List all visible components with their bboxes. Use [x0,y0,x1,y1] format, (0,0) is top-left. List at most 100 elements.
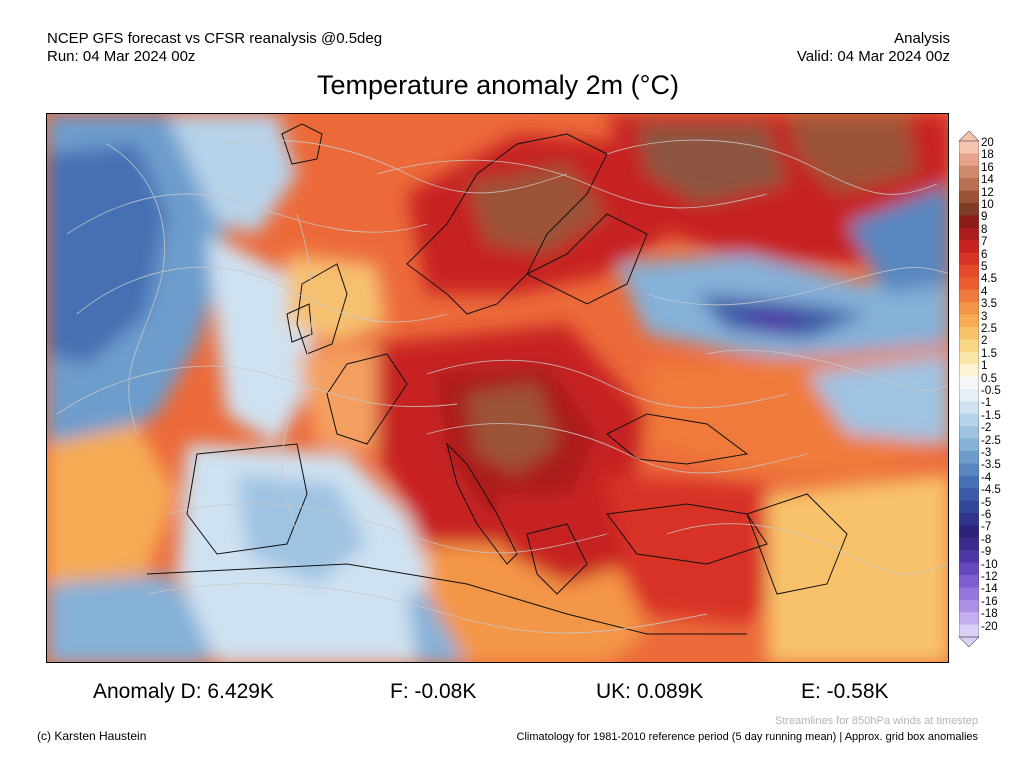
colorbar-tick-label: 9 [981,211,988,224]
colorbar-tick-label: 1.5 [981,347,997,360]
colorbar-tick-label: 3 [981,310,988,323]
colorbar-segment [959,389,979,402]
colorbar-segment [959,190,979,204]
colorbar-segment [959,426,979,440]
colorbar-tick-label: -0.5 [981,385,1001,397]
colorbar-tick-label: -10 [981,558,998,571]
colorbar-tick-label: -8 [981,533,992,546]
colorbar-segment [959,252,979,266]
colorbar-tick-label: 3.5 [981,298,997,311]
colorbar-tick-label: -1 [981,397,992,410]
colorbar-segment [959,351,979,365]
colorbar-segment [959,314,979,328]
anomaly-map [46,113,949,663]
colorbar-segment [959,624,979,638]
analysis-label: Analysis [894,30,950,47]
streamline-note: Streamlines for 850hPa winds at timestep [775,715,978,727]
colorbar-tick-label: 1 [981,360,988,373]
colorbar-tick-label: -2 [981,422,992,435]
colorbar [958,130,980,648]
colorbar-tick-label: 2.5 [981,323,997,335]
colorbar-tick-label: -14 [981,583,998,596]
colorbar-tick-label: 16 [981,161,994,174]
anomaly-uk: UK: 0.089K [596,680,704,703]
colorbar-segment [959,141,979,154]
colorbar-segment [959,587,979,601]
anomaly-france: F: -0.08K [390,680,477,703]
colorbar-tick-label: 7 [981,236,988,249]
anomaly-shading [47,114,948,662]
anomaly-e: E: -0.58K [801,680,889,703]
colorbar-segment [959,265,979,278]
colorbar-tick-label: -16 [981,595,998,608]
colorbar-segment [959,550,979,564]
header-right: Analysis Valid: 04 Mar 2024 00z [797,30,950,66]
colorbar-segment [959,302,979,316]
header-left: NCEP GFS forecast vs CFSR reanalysis @0.… [47,30,382,66]
colorbar-segment [959,327,979,340]
colorbar-segment [959,165,979,179]
colorbar-segment [959,500,979,514]
colorbar-segment [959,612,979,626]
colorbar-segment [959,376,979,390]
colorbar-tick-label: -2.5 [981,434,1001,447]
colorbar-segment [959,562,979,576]
colorbar-segment [959,463,979,477]
colorbar-segment [959,277,979,291]
colorbar-segment [959,339,979,353]
colorbar-segment [959,240,979,254]
colorbar-tick-label: 20 [981,137,994,149]
run-time: Run: 04 Mar 2024 00z [47,48,196,65]
colorbar-segment [959,227,979,241]
colorbar-tick-label: -3 [981,447,992,459]
colorbar-segment [959,438,979,452]
colorbar-tick-label: -4.5 [981,484,1001,497]
colorbar-tick-label: -7 [981,521,992,534]
colorbar-segment [959,599,979,613]
colorbar-segment [959,203,979,216]
streamlines-850hpa [56,139,948,634]
model-description: NCEP GFS forecast vs CFSR reanalysis @0.… [47,30,383,47]
colorbar-segment [959,413,979,427]
colorbar-tick-label: 12 [981,186,994,199]
colorbar-tick-label: -12 [981,571,998,583]
colorbar-segment [959,525,979,539]
colorbar-segment [959,513,979,526]
colorbar-segment [959,401,979,415]
colorbar-tick-label: 18 [981,149,994,162]
colorbar-tick-label: -18 [981,608,998,621]
map-title: Temperature anomaly 2m (°C) [317,70,679,100]
colorbar-tick-label: 4 [981,285,988,298]
colorbar-tick-label: 10 [981,199,994,211]
colorbar-tick-label: 0.5 [981,372,997,385]
colorbar-tick-label: 4.5 [981,273,997,286]
colorbar-tick-label: 14 [981,174,994,187]
colorbar-tick-label: -20 [981,620,998,633]
colorbar-tick-label: -5 [981,496,992,509]
colorbar-tick-label: -3.5 [981,459,1001,472]
colorbar-segment [959,488,979,502]
colorbar-tick-label: -9 [981,546,992,559]
colorbar-tick-label: -4 [981,471,992,484]
colorbar-segment [959,451,979,464]
colorbar-segment [959,178,979,192]
colorbar-tick-label: 5 [981,261,988,273]
colorbar-segment [959,215,979,229]
colorbar-segment [959,289,979,303]
colorbar-tick-label: 8 [981,223,988,236]
colorbar-segment [959,537,979,551]
colorbar-segment [959,475,979,489]
colorbar-top-arrow [958,130,980,142]
colorbar-tick-label: -1.5 [981,409,1001,422]
credit: (c) Karsten Haustein [37,729,147,743]
colorbar-tick-label: 6 [981,248,988,261]
anomaly-map-graphic [47,114,948,662]
colorbar-segment [959,153,979,167]
climatology-note: Climatology for 1981-2010 reference peri… [516,731,978,743]
colorbar-segment [959,364,979,378]
anomaly-domain: Anomaly D: 6.429K [93,680,274,703]
colorbar-tick-label: -6 [981,509,992,521]
colorbar-segment [959,575,979,588]
colorbar-bottom-arrow [958,636,980,648]
colorbar-tick-label: 2 [981,335,988,348]
